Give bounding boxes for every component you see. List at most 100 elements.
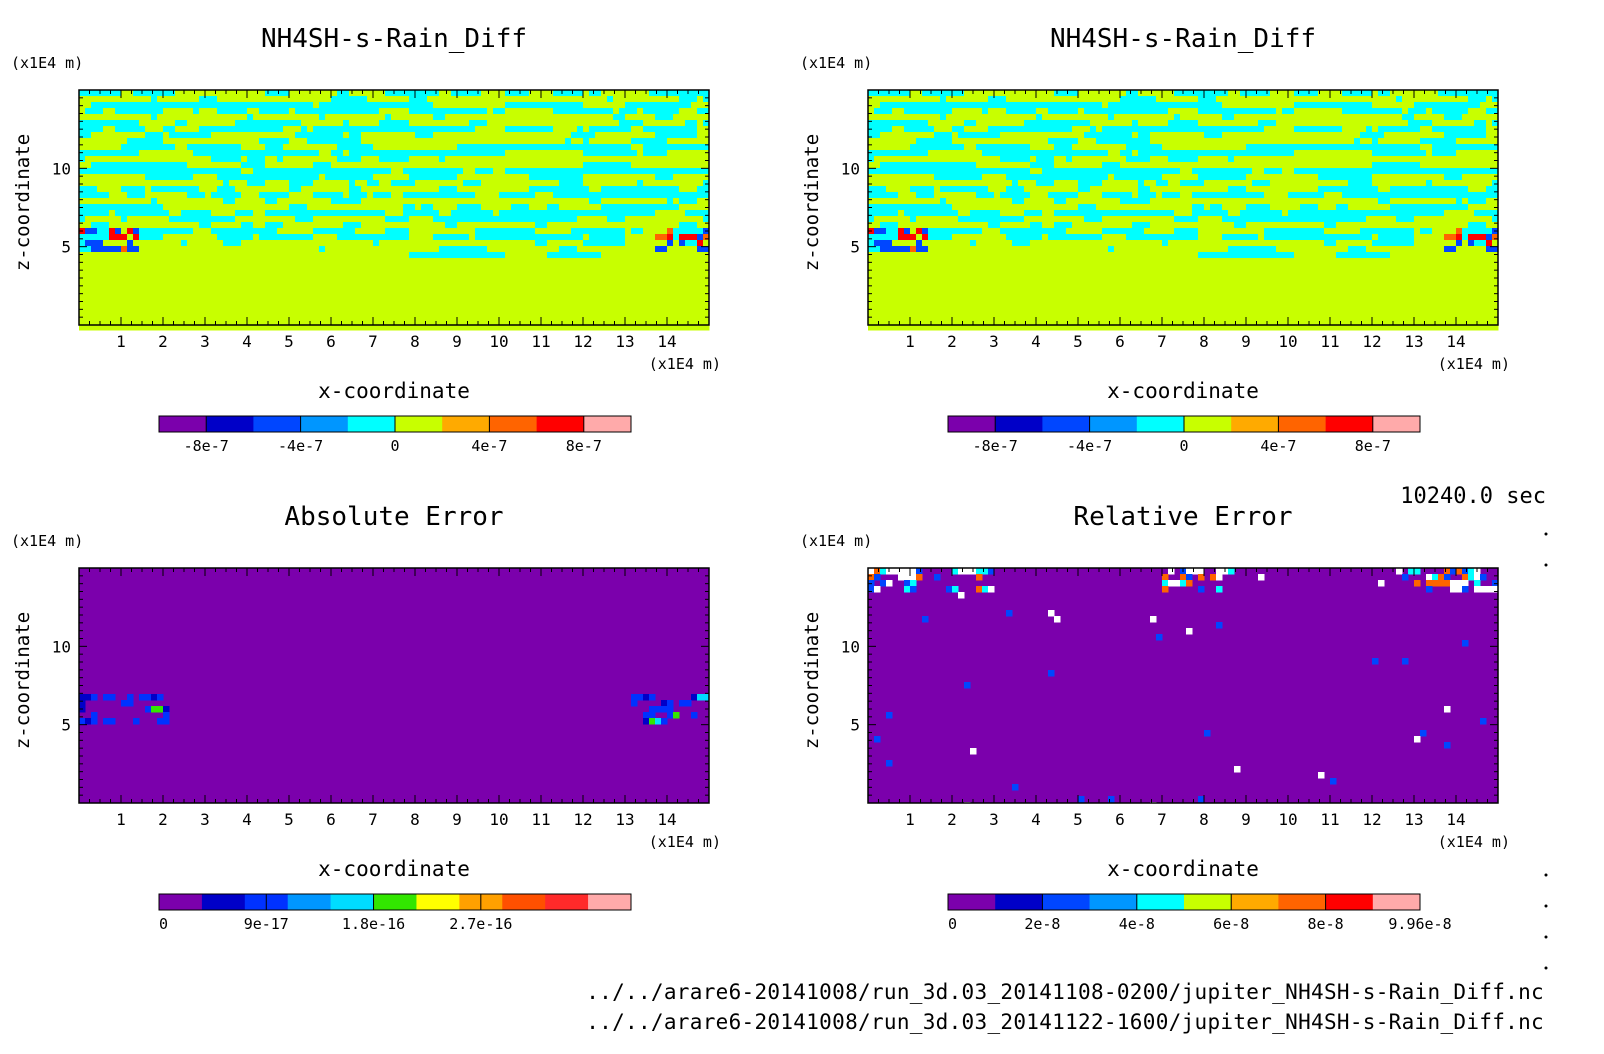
heatmap-cell (1480, 96, 1487, 103)
heatmap-cell (559, 186, 566, 193)
heatmap-cell (169, 228, 176, 235)
heatmap-cell (97, 96, 104, 103)
heatmap-cell (541, 156, 548, 163)
heatmap-cell (583, 240, 590, 247)
heatmap-cell (1168, 114, 1175, 121)
heatmap-cell (475, 324, 482, 331)
heatmap-cell (583, 252, 590, 259)
heatmap-cell (631, 216, 638, 223)
heatmap-cell (625, 162, 632, 169)
heatmap-cell (1198, 90, 1205, 97)
heatmap-cell (1030, 108, 1037, 115)
heatmap-cell (880, 96, 887, 103)
heatmap-cell (223, 132, 230, 139)
heatmap-cell (667, 228, 674, 235)
heatmap-cell (451, 318, 458, 325)
heatmap-cell (475, 150, 482, 157)
heatmap-cell (583, 144, 590, 151)
heatmap-cell (139, 264, 146, 271)
heatmap-cell (487, 168, 494, 175)
heatmap-cell (247, 156, 254, 163)
heatmap-cell (181, 204, 188, 211)
heatmap-cell (481, 258, 488, 265)
heatmap-cell (277, 96, 284, 103)
heatmap-cell (217, 300, 224, 307)
heatmap-cell (85, 132, 92, 139)
heatmap-cell (1060, 102, 1067, 109)
heatmap-cell (325, 282, 332, 289)
heatmap-cell (337, 306, 344, 313)
heatmap-cell (259, 222, 266, 229)
heatmap-cell (271, 306, 278, 313)
heatmap-cell (157, 270, 164, 277)
heatmap-cell (1186, 90, 1193, 97)
heatmap-cell (169, 90, 176, 97)
heatmap-cell (169, 132, 176, 139)
heatmap-cell (289, 210, 296, 217)
heatmap-cell (457, 234, 464, 241)
heatmap-cell (511, 138, 518, 145)
heatmap-cell (265, 138, 272, 145)
heatmap-cell (337, 318, 344, 325)
heatmap-cell (229, 228, 236, 235)
heatmap-cell (331, 114, 338, 121)
heatmap-cell (409, 288, 416, 295)
heatmap-cell (607, 150, 614, 157)
heatmap-cell (583, 192, 590, 199)
heatmap-cell (187, 246, 194, 253)
heatmap-cell (685, 234, 692, 241)
heatmap-cell (487, 252, 494, 259)
heatmap-cell (421, 186, 428, 193)
heatmap-cell (187, 144, 194, 151)
heatmap-cell (259, 306, 266, 313)
heatmap-cell (313, 246, 320, 253)
heatmap-cell (577, 270, 584, 277)
heatmap-cell (1330, 108, 1337, 115)
heatmap-cell (457, 288, 464, 295)
heatmap-cell (229, 288, 236, 295)
heatmap-cell (343, 180, 350, 187)
heatmap-cell (439, 216, 446, 223)
heatmap-cell (673, 144, 680, 151)
heatmap-cell (1036, 102, 1043, 109)
heatmap-cell (1378, 90, 1385, 97)
heatmap-cell (451, 144, 458, 151)
heatmap-cell (667, 156, 674, 163)
heatmap-cell (493, 318, 500, 325)
heatmap-cell (523, 108, 530, 115)
colorbar-swatch (583, 416, 632, 432)
heatmap-cell (481, 120, 488, 127)
dot-column (1544, 532, 1548, 970)
heatmap-cell (277, 144, 284, 151)
heatmap-cell (163, 312, 170, 319)
heatmap-cell (199, 306, 206, 313)
heatmap-cell (625, 126, 632, 133)
heatmap-cell (625, 204, 632, 211)
heatmap-cell (121, 270, 128, 277)
heatmap-cell (1030, 102, 1037, 109)
heatmap-cell (331, 324, 338, 331)
heatmap-cell (697, 198, 704, 205)
heatmap-cell (1024, 96, 1031, 103)
heatmap-cell (283, 210, 290, 217)
heatmap-cell (667, 258, 674, 265)
heatmap-cell (91, 228, 98, 235)
heatmap-cell (493, 138, 500, 145)
heatmap-cell (571, 288, 578, 295)
heatmap-cell (415, 312, 422, 319)
heatmap-cell (397, 114, 404, 121)
heatmap-cell (127, 186, 134, 193)
heatmap-cell (151, 228, 158, 235)
heatmap-cell (325, 90, 332, 97)
heatmap-cell (403, 168, 410, 175)
heatmap-cell (1306, 114, 1313, 121)
heatmap-cell (433, 276, 440, 283)
heatmap-cell (445, 228, 452, 235)
heatmap-cell (1204, 102, 1211, 109)
heatmap-cell (421, 276, 428, 283)
heatmap-cell (427, 114, 434, 121)
heatmap-cell (271, 108, 278, 115)
heatmap-cell (559, 324, 566, 331)
heatmap-cell (679, 246, 686, 253)
heatmap-cell (481, 96, 488, 103)
